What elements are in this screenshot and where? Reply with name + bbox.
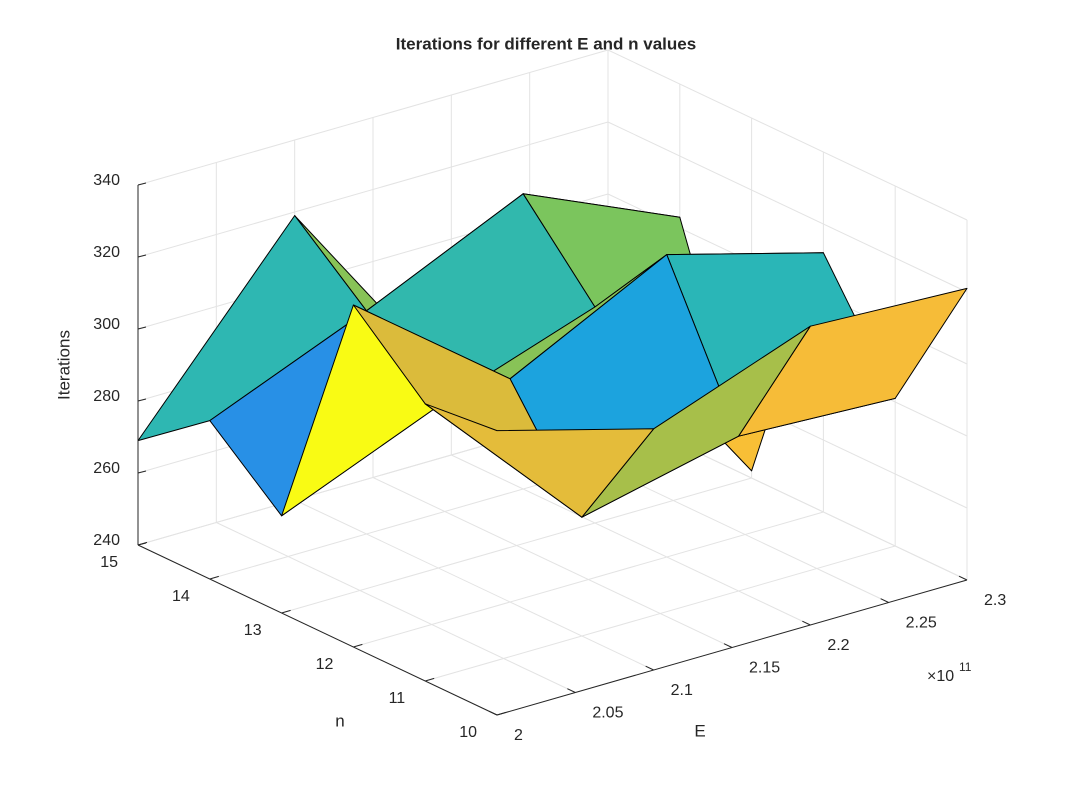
y-axis-label: n [335, 711, 344, 730]
x-axis-label: E [694, 721, 705, 740]
x-tick [802, 620, 811, 626]
x-tick [723, 643, 733, 648]
surface-face [424, 403, 655, 518]
z-axis-label: Iterations [54, 330, 73, 400]
grid-line [216, 522, 576, 693]
z-tick [137, 326, 147, 330]
x-tick [645, 665, 654, 671]
z-tick-label: 260 [93, 460, 120, 477]
z-tick-label: 320 [93, 244, 120, 261]
grid-line [607, 49, 968, 221]
x-tick-label: 2.2 [827, 637, 849, 654]
x-tick-label: 2.3 [984, 592, 1006, 609]
y-tick-label: 12 [316, 656, 334, 673]
y-tick-label: 14 [172, 588, 190, 605]
z-tick [137, 254, 147, 258]
grid-line [353, 511, 824, 648]
grid-line [137, 49, 609, 186]
grid-line [425, 545, 896, 682]
z-tick [137, 398, 147, 402]
x-tick [488, 710, 498, 716]
x-tick-label: 2.25 [906, 615, 937, 632]
grid-line [451, 454, 811, 626]
y-tick-label: 10 [459, 724, 477, 741]
axes-layer: 240 260 280 300 320 340 10 11 12 13 14 15 2 2.05 2.1 2.… [93, 172, 1006, 744]
surface [137, 193, 968, 518]
grid-line [607, 121, 968, 293]
x-tick-label: 2.1 [671, 682, 693, 699]
z-tick-label: 280 [93, 388, 120, 405]
grid-line [137, 121, 609, 258]
z-tick [137, 470, 147, 474]
x-tick-label: 2 [514, 727, 523, 744]
x-multiplier-exponent: 11 [959, 660, 972, 674]
y-tick [496, 711, 507, 716]
z-tick-label: 340 [93, 172, 120, 189]
grid-line [281, 477, 752, 614]
y-tick-label: 13 [244, 622, 262, 639]
y-tick [209, 575, 219, 580]
y-axis-line [137, 544, 498, 716]
x-tick [958, 575, 968, 581]
x-multiplier: ×10 [927, 668, 954, 685]
y-tick [425, 677, 435, 682]
x-tick [880, 598, 889, 603]
y-tick-label: 15 [100, 554, 118, 571]
y-tick [137, 541, 148, 546]
x-tick-label: 2.15 [749, 660, 780, 677]
y-tick-label: 11 [389, 690, 406, 707]
z-tick [137, 182, 147, 186]
grid-line [372, 477, 733, 648]
x-tick [567, 688, 576, 693]
chart-title: Iterations for different E and n values [396, 34, 696, 53]
x-tick-label: 2.05 [592, 705, 623, 722]
y-tick [353, 643, 363, 648]
z-tick-label: 240 [93, 532, 120, 549]
z-tick-label: 300 [93, 316, 120, 333]
grid-line [294, 499, 654, 671]
y-tick [281, 609, 291, 614]
